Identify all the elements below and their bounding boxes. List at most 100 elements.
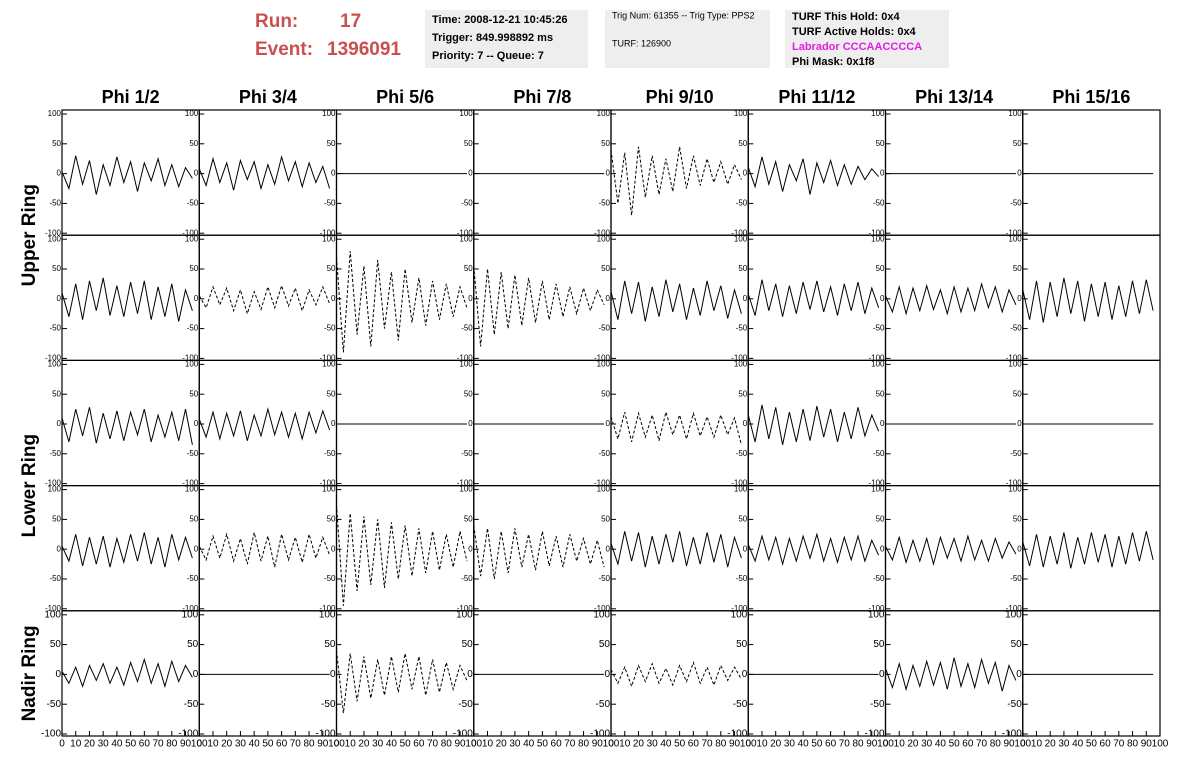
x-tick-label: 40	[111, 739, 123, 750]
y-tick-label: -100	[319, 604, 336, 613]
panel-frame	[473, 485, 612, 612]
ring-label: Nadir Ring	[19, 625, 40, 721]
x-tick-label: 60	[276, 739, 288, 750]
waveform	[885, 534, 1017, 567]
x-tick-label: 100	[191, 739, 208, 750]
y-tick-label: -50	[736, 199, 748, 208]
x-tick-label: 90	[866, 739, 878, 750]
x-tick-label: 90	[317, 739, 329, 750]
waveform	[198, 532, 331, 568]
panel-frame	[198, 234, 338, 361]
y-tick-label: 50	[189, 389, 198, 398]
column-header: Phi 15/16	[1052, 87, 1130, 107]
x-tick-label: 20	[84, 739, 96, 750]
y-tick-label: -100	[1006, 354, 1023, 363]
x-tick-label: 50	[1086, 739, 1098, 750]
y-tick-label: -50	[873, 199, 885, 208]
y-tick-label: 100	[459, 109, 473, 118]
y-tick-label: 50	[462, 639, 474, 650]
y-tick-label: 100	[182, 609, 199, 620]
x-tick-label: 30	[372, 739, 384, 750]
waveform	[61, 657, 193, 689]
x-tick-label: 90	[454, 739, 466, 750]
y-tick-label: 100	[322, 485, 336, 494]
y-tick-label: 100	[48, 109, 62, 118]
waveform	[198, 407, 331, 441]
column-header: Phi 3/4	[239, 87, 297, 107]
x-tick-label: 40	[798, 739, 810, 750]
panel-frame	[610, 109, 749, 236]
waveform	[610, 279, 742, 322]
y-tick-label: 50	[601, 264, 610, 273]
y-tick-label: -100	[182, 604, 199, 613]
waveform	[336, 504, 468, 606]
y-tick-label: -100	[457, 228, 474, 237]
x-tick-label: 80	[578, 739, 590, 750]
y-tick-label: -100	[864, 729, 884, 740]
x-tick-label: 30	[509, 739, 521, 750]
y-tick-label: 100	[185, 109, 199, 118]
y-tick-label: -100	[457, 354, 474, 363]
y-tick-label: 0	[57, 544, 62, 553]
y-tick-label: 50	[1013, 515, 1022, 524]
y-tick-label: 50	[876, 139, 885, 148]
x-tick-label: 90	[180, 739, 192, 750]
column-header: Phi 7/8	[513, 87, 571, 107]
x-tick-label: 20	[1045, 739, 1057, 750]
y-tick-label: 100	[1008, 360, 1022, 369]
waveform	[61, 277, 193, 322]
y-tick-label: 0	[467, 669, 473, 680]
y-tick-label: 50	[1013, 139, 1022, 148]
time-info: Priority: 7 -- Queue: 7	[432, 50, 544, 62]
x-tick-label: 0	[334, 739, 340, 750]
y-tick-label: 100	[185, 485, 199, 494]
x-tick-label: 0	[608, 739, 614, 750]
x-tick-label: 30	[235, 739, 247, 750]
x-tick-label: 70	[702, 739, 714, 750]
panel-frame	[61, 234, 200, 361]
y-tick-label: 100	[185, 360, 199, 369]
panel-frame	[747, 109, 887, 236]
y-tick-label: -100	[45, 604, 62, 613]
y-tick-label: 50	[187, 639, 199, 650]
column-header: Phi 9/10	[646, 87, 714, 107]
y-tick-label: -50	[596, 699, 611, 710]
x-tick-label: 20	[633, 739, 645, 750]
panel-frame	[747, 485, 887, 612]
x-tick-label: 20	[907, 739, 919, 750]
panel-frame	[61, 109, 200, 236]
y-tick-label: 0	[1017, 169, 1022, 178]
x-tick-label: 70	[290, 739, 302, 750]
panel-frame	[747, 359, 887, 487]
y-tick-label: 50	[738, 139, 747, 148]
x-tick-label: 70	[153, 739, 165, 750]
y-tick-label: 0	[606, 419, 611, 428]
y-tick-label: -50	[458, 699, 473, 710]
y-tick-label: -100	[590, 729, 610, 740]
waveform	[610, 531, 742, 568]
waveform	[885, 657, 1017, 692]
y-tick-label: -100	[731, 479, 748, 488]
y-tick-label: -50	[598, 574, 610, 583]
y-tick-label: -50	[598, 324, 610, 333]
y-tick-label: 50	[189, 139, 198, 148]
y-tick-label: 100	[1008, 109, 1022, 118]
y-tick-label: 0	[331, 419, 336, 428]
x-tick-label: 50	[811, 739, 823, 750]
y-tick-label: 50	[52, 389, 61, 398]
waveform	[610, 146, 742, 216]
column-header: Phi 11/12	[778, 87, 855, 107]
y-tick-label: -50	[49, 449, 61, 458]
y-tick-label: -100	[178, 729, 198, 740]
y-tick-label: 50	[601, 515, 610, 524]
y-tick-label: 100	[48, 485, 62, 494]
y-tick-label: -100	[727, 729, 747, 740]
y-tick-label: -50	[1010, 574, 1022, 583]
y-tick-label: -100	[319, 354, 336, 363]
y-tick-label: 50	[52, 264, 61, 273]
y-tick-label: -100	[594, 228, 611, 237]
panel-frame	[884, 234, 1024, 361]
y-tick-label: 100	[185, 234, 199, 243]
y-tick-label: 50	[876, 264, 885, 273]
x-tick-label: 10	[894, 739, 906, 750]
